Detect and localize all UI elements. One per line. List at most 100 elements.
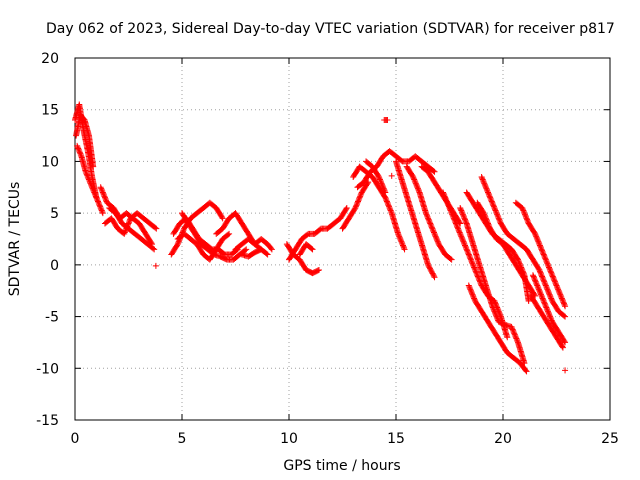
- data-point-fill: [544, 308, 551, 315]
- data-point-fill: [410, 175, 417, 182]
- data-point-fill: [460, 238, 467, 245]
- x-tick-label: 0: [71, 431, 80, 447]
- data-point-fill: [535, 239, 542, 246]
- data-point-fill: [481, 211, 488, 218]
- data-point: [382, 194, 389, 201]
- data-point-fill: [416, 188, 423, 195]
- data-point: [384, 117, 391, 124]
- data-point-fill: [537, 290, 544, 297]
- data-point-fill: [547, 314, 554, 321]
- data-point-fill: [85, 176, 92, 183]
- data-point-fill: [384, 199, 391, 206]
- data-point-fill: [467, 286, 474, 293]
- data-point: [480, 210, 487, 217]
- data-point: [559, 344, 566, 351]
- data-point: [401, 246, 408, 253]
- data-point-fill: [356, 195, 363, 202]
- data-point-fill: [491, 308, 498, 315]
- data-point: [74, 142, 81, 149]
- data-point-fill: [543, 283, 550, 290]
- data-point: [95, 199, 102, 206]
- plot-frame: [74, 57, 611, 421]
- data-point-fill: [430, 167, 437, 174]
- data-point-fill: [470, 261, 477, 268]
- data-point-fill: [357, 193, 364, 200]
- data-point-fill: [487, 194, 494, 201]
- data-point-fill: [559, 343, 566, 350]
- data-point-fill: [535, 238, 542, 245]
- y-tick-label: 10: [41, 154, 59, 170]
- axis-ticks: [74, 57, 611, 421]
- data-point-fill: [494, 211, 501, 218]
- data-point-fill: [75, 145, 82, 152]
- data-point-fill: [98, 207, 105, 214]
- data-point: [562, 303, 569, 310]
- data-point-fill: [493, 210, 500, 217]
- data-point-fill: [539, 294, 546, 301]
- data-point-fill: [432, 233, 439, 240]
- data-point-fill: [308, 245, 315, 252]
- data-point-fill: [453, 223, 460, 230]
- data-point-fill: [557, 291, 564, 298]
- data-point-fill: [84, 172, 91, 179]
- data-point-fill: [460, 239, 467, 246]
- data-point-fill: [93, 194, 100, 201]
- data-point-fill: [426, 219, 433, 226]
- data-point-fill: [514, 338, 521, 345]
- y-tick-label: -5: [45, 310, 59, 326]
- data-point: [121, 230, 128, 237]
- data-point-fill: [427, 221, 434, 228]
- data-point-fill: [459, 237, 466, 244]
- data-point-fill: [541, 279, 548, 286]
- series-arc-32: [478, 173, 569, 320]
- data-point-fill: [352, 203, 359, 210]
- data-point-fill: [385, 202, 392, 209]
- data-point-fill: [468, 290, 475, 297]
- data-point-fill: [89, 184, 96, 191]
- data-point: [152, 262, 159, 269]
- data-point-fill: [384, 201, 391, 208]
- data-point-fill: [448, 208, 455, 215]
- data-point-fill: [126, 217, 133, 224]
- data-point-fill: [543, 257, 550, 264]
- y-tick-label: -10: [36, 361, 59, 377]
- data-point: [268, 246, 275, 253]
- data-point-fill: [376, 176, 383, 183]
- data-point-fill: [88, 182, 95, 189]
- data-point-fill: [462, 243, 469, 250]
- data-point-fill: [463, 245, 470, 252]
- data-point: [395, 230, 402, 237]
- data-point-fill: [445, 202, 452, 209]
- data-point-fill: [386, 203, 393, 210]
- data-point-fill: [496, 216, 503, 223]
- data-point-fill: [482, 184, 489, 191]
- data-point-fill: [433, 234, 440, 241]
- data-point-fill: [536, 242, 543, 249]
- data-point-fill: [540, 251, 547, 258]
- data-point-fill: [511, 330, 518, 337]
- data-point-fill: [556, 290, 563, 297]
- data-point-fill: [531, 276, 538, 283]
- data-point-fill: [381, 186, 388, 193]
- data-point-fill: [536, 241, 543, 248]
- data-point-fill: [540, 250, 547, 257]
- series-arc-15: [283, 241, 322, 277]
- data-point-fill: [459, 210, 466, 217]
- y-axis-title: SDTVAR / TECUs: [7, 182, 23, 297]
- data-point-fill: [560, 299, 567, 306]
- data-point: [542, 282, 549, 289]
- data-point-fill: [468, 289, 475, 296]
- data-point-fill: [432, 232, 439, 239]
- data-point-fill: [91, 190, 98, 197]
- data-point: [472, 267, 479, 274]
- data-point: [562, 339, 569, 346]
- data-point-fill: [459, 211, 466, 218]
- data-point: [544, 261, 551, 268]
- data-point-fill: [541, 254, 548, 261]
- data-point-fill: [512, 334, 519, 341]
- data-point: [465, 251, 472, 258]
- data-point-fill: [415, 186, 422, 193]
- data-point-fill: [491, 206, 498, 213]
- data-point-fill: [102, 195, 109, 202]
- data-point-fill: [522, 212, 529, 219]
